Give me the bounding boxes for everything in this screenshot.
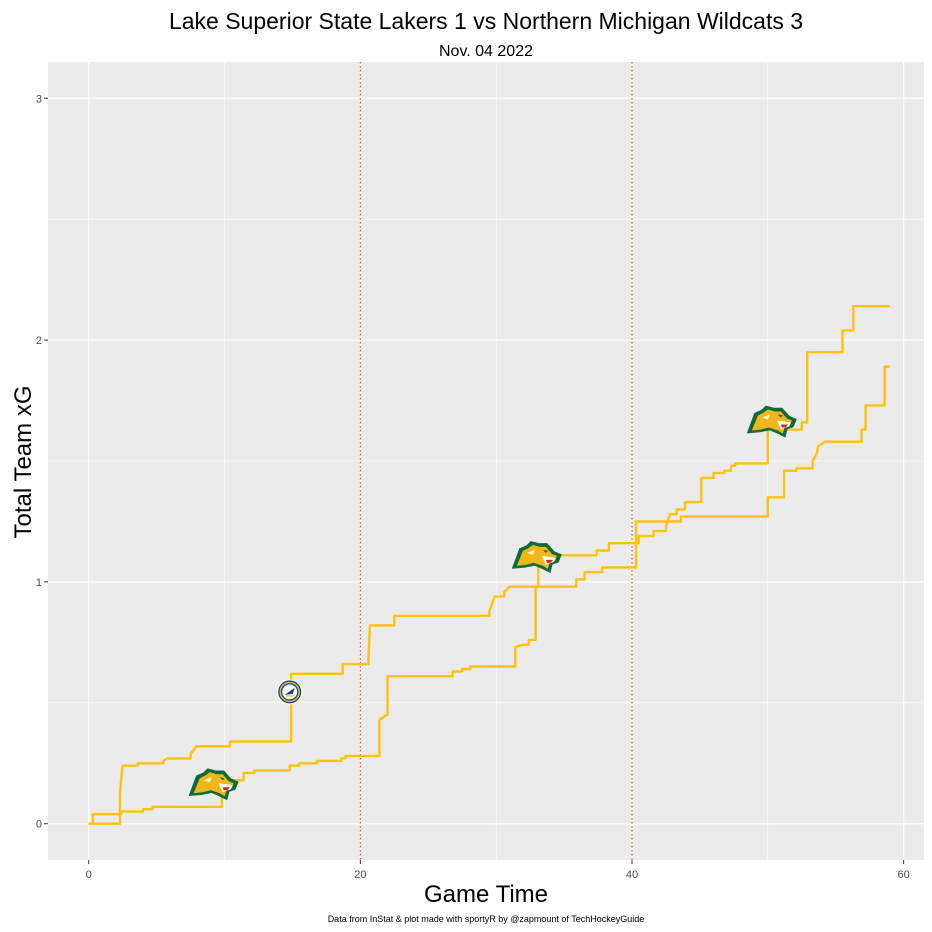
x-tick-label: 40 bbox=[626, 869, 638, 881]
chart-title: Lake Superior State Lakers 1 vs Northern… bbox=[169, 8, 803, 34]
y-tick-label: 3 bbox=[36, 93, 42, 105]
chart-caption: Data from InStat & plot made with sporty… bbox=[328, 914, 645, 924]
y-tick-label: 1 bbox=[36, 577, 42, 589]
y-tick-label: 0 bbox=[36, 819, 42, 831]
series-line-2 bbox=[88, 365, 890, 825]
x-axis-title: Game Time bbox=[424, 881, 548, 908]
y-axis-title: Total Team xG bbox=[10, 386, 37, 539]
y-axis-ticks: 0 1 2 3 bbox=[36, 93, 48, 831]
x-axis-ticks: 0 20 40 60 bbox=[86, 860, 910, 881]
period-lines bbox=[359, 62, 633, 860]
x-tick-label: 60 bbox=[898, 869, 910, 881]
y-tick-label: 2 bbox=[36, 335, 42, 347]
x-tick-label: 0 bbox=[86, 869, 92, 881]
chart-subtitle: Nov. 04 2022 bbox=[439, 43, 533, 60]
x-tick-label: 20 bbox=[354, 869, 366, 881]
lakers-logo-icon bbox=[276, 679, 303, 705]
